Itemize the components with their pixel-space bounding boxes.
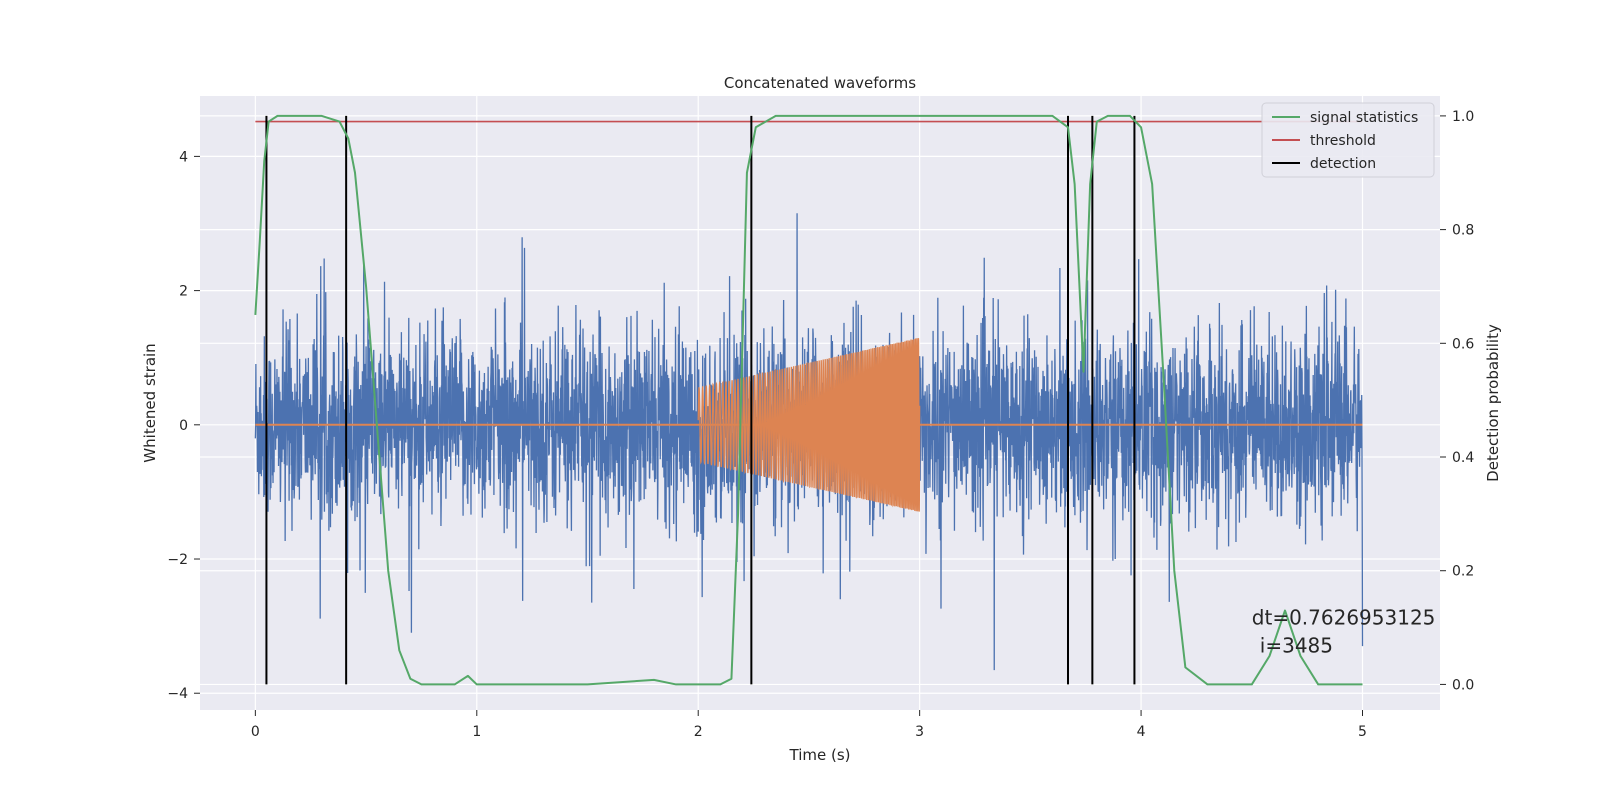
y-tick-label-left: 2 <box>179 284 188 300</box>
y-tick-label-right: 0.0 <box>1452 677 1474 693</box>
y-tick-label-right: 0.8 <box>1452 223 1474 239</box>
annotation-index: i=3485 <box>1260 634 1333 658</box>
y-tick-label-left: 4 <box>179 149 188 165</box>
x-tick-label: 5 <box>1358 724 1367 740</box>
signal-statistics-line <box>254 114 1363 686</box>
legend-box <box>1261 102 1435 178</box>
y-axis-right-label: Detection probability <box>1484 324 1502 482</box>
signal-statistics-series <box>254 114 1363 686</box>
annotation-dt: dt=0.7626953125 <box>1252 606 1436 630</box>
y-axis-left-label: Whitened strain <box>141 343 159 462</box>
injection-series <box>255 338 1363 512</box>
x-tick-label: 0 <box>251 724 260 740</box>
y-tick-label-left: −4 <box>167 686 188 702</box>
y-tick-label-left: −2 <box>167 552 188 568</box>
y-tick-label-right: 0.6 <box>1452 336 1474 352</box>
y-tick-label-right: 0.4 <box>1452 450 1474 466</box>
legend-label: threshold <box>1310 133 1376 149</box>
legend-label: detection <box>1310 156 1376 172</box>
chart-title: Concatenated waveforms <box>724 74 916 92</box>
axes: 0 1 2 3 4 5 −4 −2 0 2 4 0.0 0.2 0.4 0.6 0.8 1.0 <box>167 109 1474 740</box>
x-tick-label: 3 <box>915 724 924 740</box>
legend: signal statistics threshold detection <box>1261 102 1435 178</box>
legend-label: signal statistics <box>1310 110 1418 126</box>
y-tick-label-right: 0.2 <box>1452 564 1474 580</box>
x-tick-label: 2 <box>694 724 703 740</box>
x-tick-label: 4 <box>1137 724 1146 740</box>
injection-line <box>697 338 921 512</box>
x-axis-label: Time (s) <box>789 746 851 764</box>
y-tick-label-right: 1.0 <box>1452 109 1474 125</box>
y-tick-label-left: 0 <box>179 418 188 434</box>
x-tick-label: 1 <box>472 724 481 740</box>
detection-series <box>265 115 1136 685</box>
